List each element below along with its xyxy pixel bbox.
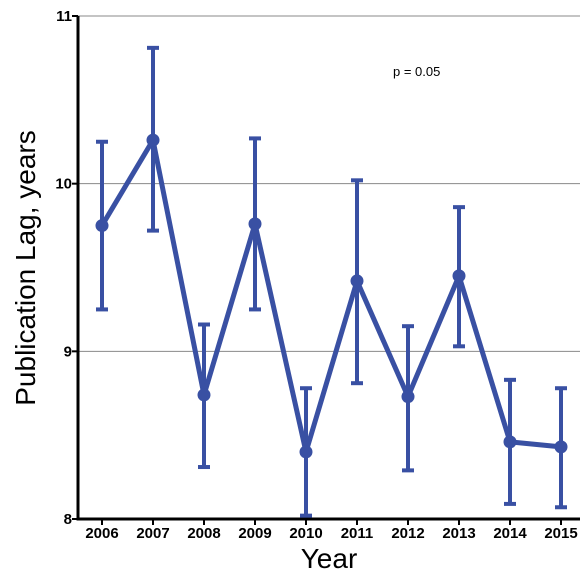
data-point [95, 219, 109, 233]
x-tick-label: 2010 [289, 525, 322, 542]
data-point [503, 435, 517, 449]
error-bars [96, 45, 567, 518]
y-tick-label: 10 [55, 176, 72, 193]
x-tick-label: 2012 [391, 525, 424, 542]
series-line [99, 137, 562, 455]
y-tick-label: 9 [64, 343, 72, 360]
x-tick-label: 2015 [544, 525, 577, 542]
x-tick-label: 2008 [187, 525, 220, 542]
x-axis-title: Year [301, 543, 358, 574]
x-tick-label: 2006 [85, 525, 118, 542]
data-point [146, 133, 160, 147]
data-point [401, 390, 415, 404]
y-axis-title: Publication Lag, years [10, 130, 41, 406]
y-tick-label: 11 [56, 8, 72, 25]
x-tick-label: 2013 [442, 525, 475, 542]
x-tick-label: 2009 [238, 525, 271, 542]
data-point [197, 388, 211, 402]
axes [72, 15, 580, 525]
tick-labels: 8 9 10 11 2006 2007 2008 2009 2010 2011 2012 2013 20… [55, 8, 577, 542]
series [95, 133, 568, 459]
data-point [554, 440, 568, 454]
y-tick-label: 8 [64, 511, 72, 528]
x-tick-label: 2011 [341, 525, 374, 542]
data-point [350, 274, 364, 288]
data-point [452, 269, 466, 283]
p-value-annotation: p = 0.05 [393, 64, 440, 79]
x-tick-label: 2007 [136, 525, 169, 542]
x-tick-label: 2014 [493, 525, 527, 542]
data-point [299, 445, 313, 459]
data-point [248, 217, 262, 231]
